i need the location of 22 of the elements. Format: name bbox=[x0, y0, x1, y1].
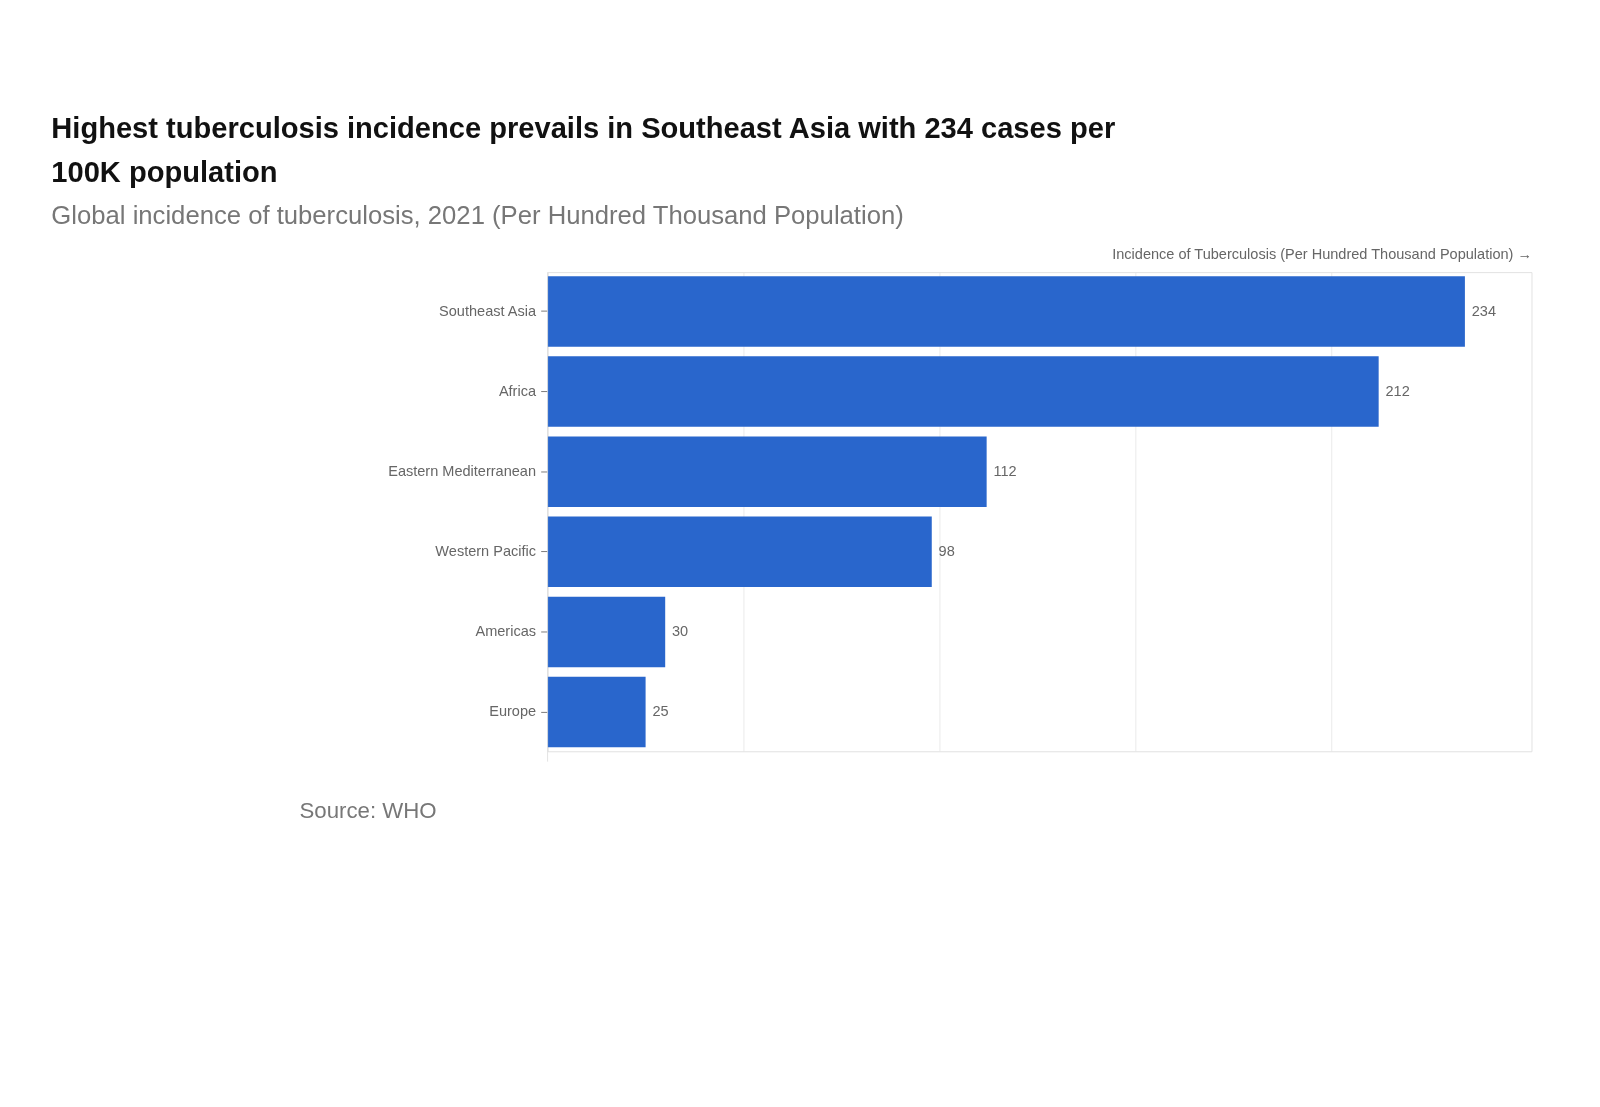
bar bbox=[547, 596, 666, 668]
bar bbox=[547, 676, 646, 748]
x-axis-title: Incidence of Tuberculosis (Per Hundred Thousand Population) → bbox=[1112, 245, 1532, 262]
y-tick-label: Western Pacific bbox=[435, 543, 537, 560]
bar bbox=[547, 436, 987, 507]
bar bbox=[547, 516, 932, 588]
data-label: 98 bbox=[938, 543, 955, 560]
data-label: 212 bbox=[1385, 382, 1410, 399]
y-tick-label: Eastern Mediterranean bbox=[388, 462, 537, 479]
y-tick-label: Africa bbox=[498, 382, 537, 399]
data-label: 112 bbox=[993, 462, 1017, 479]
bar bbox=[547, 356, 1379, 427]
data-label: 25 bbox=[652, 703, 669, 720]
source-note: Source: WHO bbox=[299, 798, 437, 824]
y-tick-label: Europe bbox=[489, 703, 537, 720]
data-label: 234 bbox=[1471, 302, 1496, 319]
y-tick-label: Southeast Asia bbox=[439, 302, 537, 319]
data-label: 30 bbox=[672, 623, 689, 640]
bar bbox=[547, 276, 1465, 347]
chart-title: Highest tuberculosis incidence prevails in Southeast Asia with 234 cases per 100K population bbox=[51, 111, 1116, 189]
y-tick-label: Americas bbox=[475, 623, 537, 640]
chart-subtitle: Global incidence of tuberculosis, 2021 (Per Hundred Thousand Population) bbox=[51, 201, 904, 230]
